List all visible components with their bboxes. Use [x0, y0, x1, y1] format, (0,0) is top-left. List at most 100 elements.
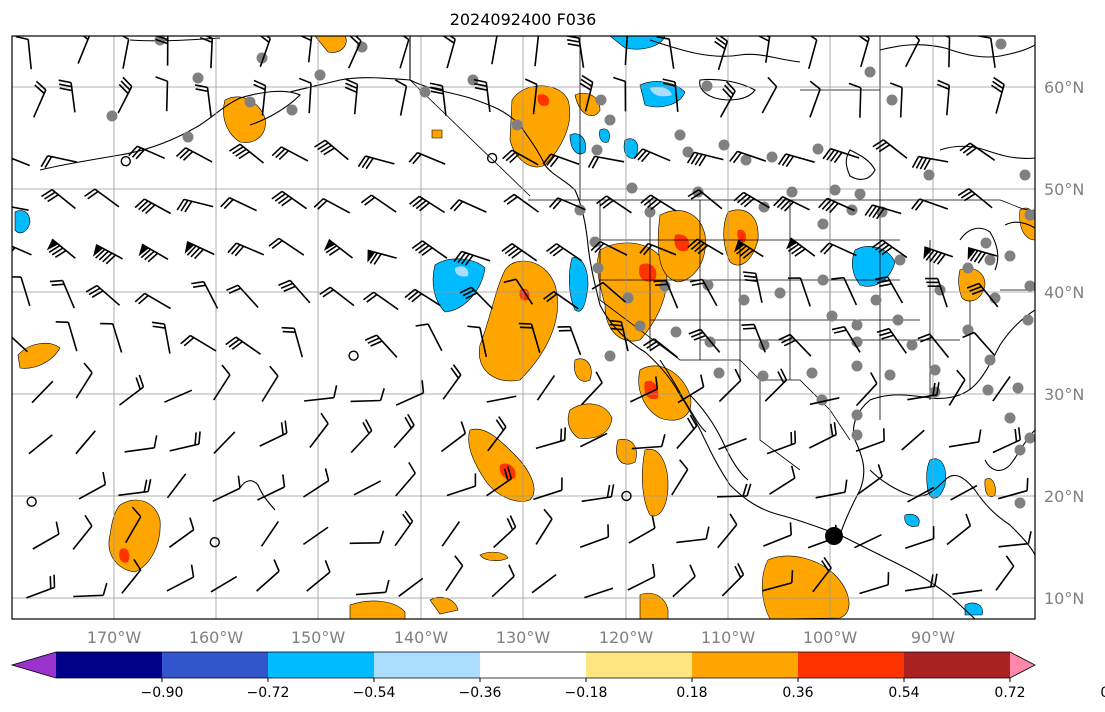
wind-barb	[225, 336, 261, 355]
wind-barb	[809, 397, 840, 406]
wind-barb	[714, 36, 729, 71]
wind-barb	[367, 249, 397, 265]
wind-barb	[46, 238, 76, 259]
station-dot	[595, 94, 607, 106]
wind-barb	[855, 372, 878, 407]
colorbar-tick-label: 0.36	[782, 685, 813, 701]
wind-barb	[757, 36, 771, 63]
wind-barb	[226, 284, 259, 309]
wind-barb	[917, 333, 950, 359]
wind-barb	[672, 564, 696, 598]
wind-barb	[323, 238, 353, 259]
wind-barb	[997, 478, 1029, 500]
wind-barb	[579, 524, 610, 549]
station-dot	[702, 279, 714, 291]
wind-barb	[639, 242, 677, 256]
station-dot	[670, 326, 682, 338]
calm-wind-marker	[209, 537, 220, 548]
wind-barb	[719, 81, 736, 118]
wind-barb	[213, 431, 236, 454]
station-dot	[1024, 209, 1035, 221]
wind-barb	[721, 562, 745, 597]
station-dot	[829, 184, 841, 196]
wind-barb	[857, 464, 884, 495]
map-title: 2024092400 F036	[450, 10, 597, 29]
calm-wind-marker	[621, 490, 632, 502]
wind-barb	[718, 437, 747, 451]
wind-barb	[73, 582, 108, 598]
wind-barb	[28, 434, 53, 455]
wind-barb	[84, 188, 120, 208]
wind-barb	[134, 292, 172, 310]
wind-barb	[777, 153, 815, 168]
wind-barb	[689, 278, 718, 307]
strong-positive-shading	[119, 94, 747, 563]
wind-barb	[967, 247, 998, 264]
wind-barb	[627, 563, 656, 591]
wind-barb	[353, 480, 382, 496]
wind-barb	[394, 510, 414, 547]
station-dot	[870, 294, 882, 306]
longitude-labels: 170°W 160°W 150°W 140°W 130°W 120°W 110°…	[87, 628, 955, 647]
station-dot	[419, 86, 431, 98]
wind-barb	[125, 506, 142, 544]
lat-label: 50°N	[1044, 180, 1084, 199]
wind-barb	[911, 198, 949, 211]
wind-barbs	[12, 36, 1032, 599]
wind-barb	[271, 190, 308, 210]
station-dot	[826, 310, 838, 322]
wind-barb	[314, 139, 349, 161]
wind-barb	[643, 338, 679, 359]
station-dot	[626, 182, 638, 194]
station-dot	[738, 294, 750, 306]
station-dot	[757, 370, 769, 382]
wind-barb	[443, 36, 456, 69]
station-dot	[604, 114, 616, 126]
wind-barb	[808, 421, 837, 449]
colorbar-tick-label: −0.54	[353, 685, 396, 701]
wind-barb	[138, 243, 169, 263]
wind-barb	[822, 147, 860, 164]
station-dot	[634, 320, 646, 332]
wind-barb	[49, 279, 76, 309]
colorbar-cell	[904, 652, 1011, 678]
wind-barb	[357, 155, 395, 170]
wind-barb	[118, 479, 152, 497]
station-dot	[786, 186, 798, 198]
wind-barb	[360, 194, 397, 213]
wind-barb	[676, 414, 698, 450]
wind-barb	[518, 322, 541, 354]
wind-barb	[467, 325, 488, 358]
wind-barb	[453, 250, 491, 266]
wind-barb	[440, 421, 467, 453]
lon-label: 120°W	[599, 628, 654, 647]
lat-label: 30°N	[1044, 385, 1084, 404]
station-dot	[923, 169, 935, 181]
wind-barb	[408, 151, 446, 165]
colorbar-tick-label: −0.90	[141, 685, 184, 701]
wind-barb	[257, 474, 286, 501]
wind-barb	[493, 515, 517, 549]
wind-barb	[220, 197, 257, 212]
wind-barb	[524, 78, 538, 115]
wind-barb	[503, 278, 534, 305]
light-blue-shading	[454, 86, 672, 277]
wind-barb	[854, 533, 882, 549]
wind-barb	[121, 558, 142, 594]
wind-barb	[876, 327, 907, 354]
wind-barb	[408, 195, 446, 214]
wind-barb	[303, 468, 330, 498]
wind-barb	[557, 325, 582, 356]
wind-barb	[787, 277, 811, 307]
wind-barb	[656, 36, 675, 69]
station-dot	[884, 369, 896, 381]
wind-barb	[640, 194, 677, 212]
wind-barb	[395, 461, 416, 497]
station-dot	[851, 429, 863, 441]
wind-barb	[227, 242, 265, 257]
wind-barb	[309, 412, 329, 448]
lon-label: 130°W	[496, 628, 551, 647]
wind-barb	[831, 276, 858, 306]
map-frame	[11, 35, 1036, 620]
wind-barb	[442, 364, 462, 400]
